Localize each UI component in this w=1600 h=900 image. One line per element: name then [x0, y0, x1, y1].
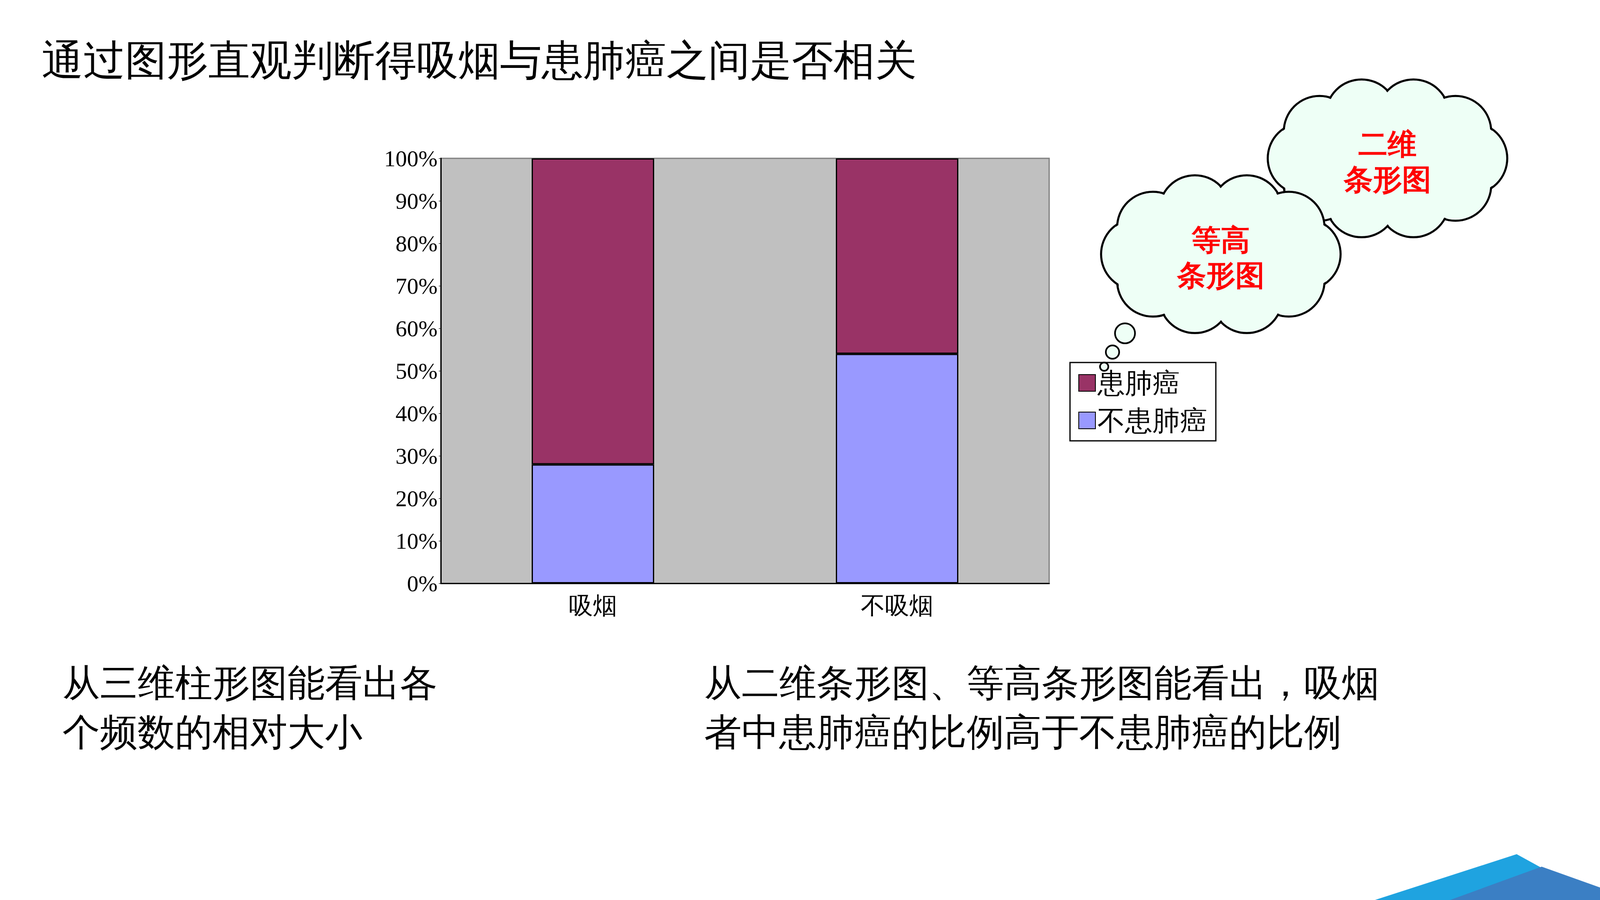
html-text:从三维柱形图能看出各个频数的相对大小: 从三维柱形图能看出各个频数的相对大小 [62, 660, 438, 754]
svg-text:80%: 80% [395, 230, 438, 257]
svg-text:30%: 30% [395, 443, 438, 469]
svg-text:60%: 60% [395, 315, 438, 342]
svg-text:50%: 50% [395, 358, 438, 384]
html-text:通过图形直观判断得吸烟与患肺癌之间是否相关: 通过图形直观判断得吸烟与患肺癌之间是否相关 [41, 35, 917, 85]
svg-text:100%: 100% [384, 145, 438, 172]
svg-text:90%: 90% [395, 188, 438, 214]
svg-text:70%: 70% [395, 273, 438, 299]
svg-text:二维条形图: 二维条形图 [1343, 127, 1432, 197]
svg-text:20%: 20% [395, 485, 438, 512]
html-text:从二维条形图、等高条形图能看出，吸烟者中患肺癌的比例高于不患: 从二维条形图、等高条形图能看出，吸烟者中患肺癌的比例高于不患肺癌的比例 [704, 660, 1380, 754]
svg-text:不患肺癌: 不患肺癌 [1097, 404, 1208, 437]
svg-text:不吸烟: 不吸烟 [860, 591, 934, 620]
svg-text:患肺癌: 患肺癌 [1097, 367, 1180, 400]
svg-text:等高条形图: 等高条形图 [1176, 222, 1265, 293]
svg-text:吸烟: 吸烟 [568, 591, 618, 620]
svg-text:10%: 10% [395, 528, 438, 554]
svg-text:40%: 40% [395, 400, 438, 427]
svg-text:0%: 0% [407, 570, 438, 597]
